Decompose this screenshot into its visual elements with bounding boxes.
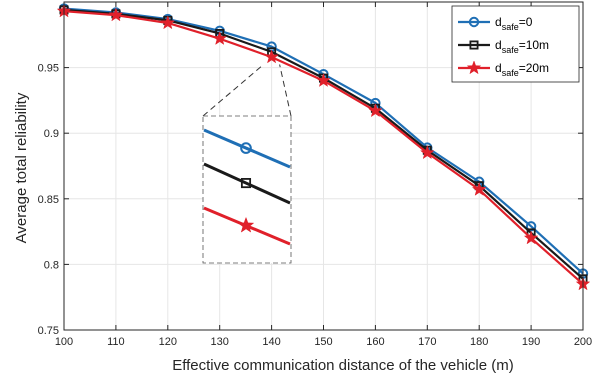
y-tick-label: 0.75 xyxy=(38,325,59,337)
legend-label-main: d xyxy=(495,38,502,52)
x-axis-label: Effective communication distance of the … xyxy=(172,357,514,374)
data-point xyxy=(419,145,435,160)
legend-label: dsafe=10m xyxy=(495,38,549,55)
legend-label-main: d xyxy=(495,15,502,29)
x-tick-label: 120 xyxy=(159,336,177,348)
legend-label-sub: safe xyxy=(502,68,519,78)
inset-marker xyxy=(240,178,252,189)
legend-marker xyxy=(466,60,482,75)
legend-marker xyxy=(468,16,480,28)
inset-frame xyxy=(202,115,292,264)
x-tick-label: 160 xyxy=(366,336,384,348)
x-tick-label: 100 xyxy=(55,336,73,348)
y-tick-label: 0.8 xyxy=(44,259,59,271)
inset-connector-right xyxy=(279,64,292,117)
y-axis-label: Average total reliability xyxy=(13,92,30,243)
legend-entry: dsafe=20m xyxy=(458,60,549,78)
legend-label-sub: safe xyxy=(502,45,519,55)
legend-label-sub: safe xyxy=(502,22,519,32)
y-tick-label: 0.95 xyxy=(38,63,59,75)
legend-marker xyxy=(469,40,479,50)
inset-zoom xyxy=(202,64,292,264)
data-point xyxy=(316,72,331,87)
legend-label: dsafe=20m xyxy=(495,61,549,78)
plot-area xyxy=(56,3,591,291)
inset-marker xyxy=(240,142,252,154)
legend-label-tail: =0 xyxy=(519,15,533,29)
legend-label-main: d xyxy=(495,61,502,75)
data-point xyxy=(212,31,228,45)
x-tick-label: 150 xyxy=(314,336,332,348)
inset-marker xyxy=(237,216,255,233)
legend-entry: dsafe=10m xyxy=(458,38,549,55)
x-tick-label: 130 xyxy=(211,336,229,348)
data-point xyxy=(160,15,176,30)
legend-label-tail: =10m xyxy=(519,38,549,52)
x-tick-label: 180 xyxy=(470,336,488,348)
legend-entry: dsafe=0 xyxy=(458,15,533,32)
axes: 100 110 120 130 140 150 160 170 180 190 200 0.75 0.8… xyxy=(38,1,592,348)
x-tick-label: 140 xyxy=(262,336,280,348)
inset-series-line xyxy=(203,128,291,169)
data-point xyxy=(523,230,539,245)
y-tick-label: 0.85 xyxy=(38,194,59,206)
data-point xyxy=(368,103,383,118)
y-tick-label: 0.9 xyxy=(44,128,59,140)
inset-connector-left xyxy=(202,64,264,117)
legend-label-tail: =20m xyxy=(519,61,549,75)
data-point xyxy=(108,7,124,22)
inset-series-line xyxy=(203,162,291,205)
x-tick-label: 190 xyxy=(522,336,540,348)
legend-label: dsafe=0 xyxy=(495,15,533,32)
x-tick-label: 200 xyxy=(574,336,592,348)
x-tick-label: 110 xyxy=(107,336,125,348)
data-point xyxy=(471,181,487,196)
x-tick-label: 170 xyxy=(418,336,436,348)
data-point xyxy=(264,49,279,64)
